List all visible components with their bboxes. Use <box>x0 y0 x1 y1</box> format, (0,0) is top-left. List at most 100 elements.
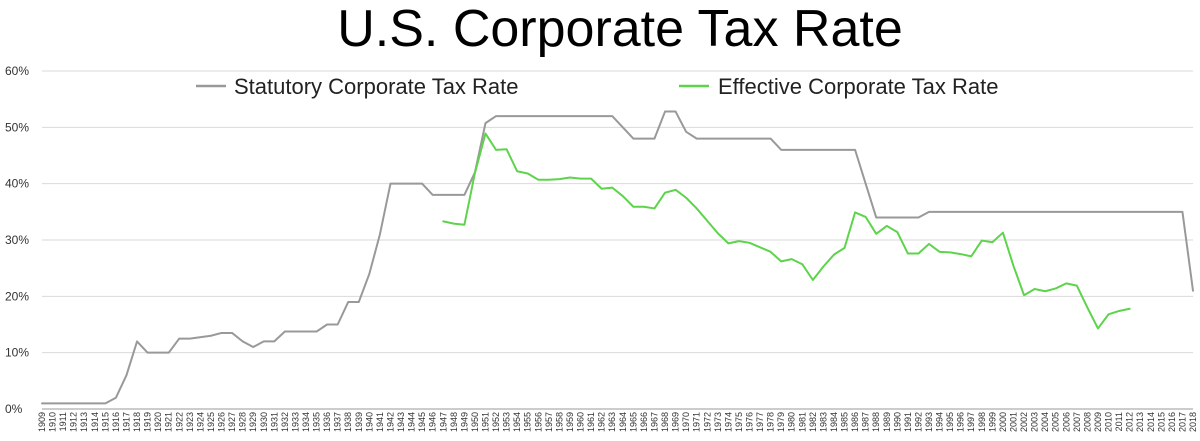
x-tick-label: 1955 <box>523 412 533 432</box>
y-tick-label: 0% <box>5 402 23 416</box>
x-tick-label: 1976 <box>744 412 754 432</box>
x-tick-label: 1936 <box>322 412 332 432</box>
x-tick-label: 1992 <box>913 412 923 432</box>
series-line-statutory <box>41 110 1194 405</box>
x-tick-label: 1985 <box>840 412 850 432</box>
x-tick-label: 1963 <box>607 412 617 432</box>
x-tick-label: 2006 <box>1061 412 1071 432</box>
x-tick-label: 1964 <box>618 412 628 432</box>
x-tick-label: 1988 <box>871 412 881 432</box>
x-tick-label: 1957 <box>544 412 554 432</box>
x-tick-label: 1911 <box>58 412 68 431</box>
chart-title: U.S. Corporate Tax Rate <box>337 0 903 58</box>
x-tick-label: 1928 <box>238 412 248 432</box>
x-tick-label: 1935 <box>312 412 322 432</box>
series-lines <box>41 110 1194 405</box>
x-tick-label: 1940 <box>364 412 374 432</box>
x-tick-label: 1970 <box>681 412 691 432</box>
x-tick-label: 2003 <box>1030 412 1040 432</box>
x-tick-label: 1931 <box>269 412 279 432</box>
x-tick-label: 1954 <box>512 412 522 432</box>
x-tick-label: 1947 <box>438 412 448 432</box>
x-tick-label: 1994 <box>935 412 945 432</box>
x-tick-label: 2010 <box>1104 412 1114 432</box>
series-line-effective <box>442 132 1131 330</box>
x-tick-label: 1980 <box>787 412 797 432</box>
x-tick-label: 1952 <box>491 412 501 432</box>
y-tick-label: 20% <box>5 289 29 303</box>
x-tick-label: 1916 <box>111 412 121 432</box>
x-tick-label: 1995 <box>945 412 955 432</box>
x-tick-label: 2009 <box>1093 412 1103 432</box>
x-tick-label: 2011 <box>1114 412 1124 431</box>
x-tick-label: 2015 <box>1156 412 1166 432</box>
x-tick-label: 2001 <box>1008 412 1018 432</box>
x-tick-label: 1965 <box>628 412 638 432</box>
x-tick-label: 2012 <box>1125 412 1135 432</box>
x-tick-label: 1933 <box>290 412 300 432</box>
legend-label-statutory: Statutory Corporate Tax Rate <box>234 74 519 99</box>
x-tick-label: 1951 <box>481 412 491 432</box>
x-tick-label: 1938 <box>343 412 353 432</box>
x-tick-label: 1923 <box>185 412 195 432</box>
x-tick-label: 1969 <box>671 412 681 432</box>
x-tick-label: 1917 <box>121 412 131 432</box>
x-tick-label: 1926 <box>217 412 227 432</box>
x-tick-label: 1998 <box>977 412 987 432</box>
x-tick-label: 1918 <box>132 412 142 432</box>
x-tick-label: 1909 <box>37 412 47 432</box>
y-tick-label: 40% <box>5 177 29 191</box>
x-tick-label: 2016 <box>1167 412 1177 432</box>
x-tick-label: 1979 <box>776 412 786 432</box>
x-tick-label: 1921 <box>164 412 174 432</box>
y-axis-ticks: 0% 10% 20% 30% 40% 50% 60% <box>5 64 29 416</box>
x-tick-label: 1937 <box>333 412 343 432</box>
x-tick-label: 1984 <box>829 412 839 432</box>
x-tick-label: 2000 <box>998 412 1008 432</box>
x-tick-label: 1943 <box>396 412 406 432</box>
x-tick-label: 1924 <box>195 412 205 432</box>
x-tick-label: 1945 <box>417 412 427 432</box>
y-tick-label: 10% <box>5 346 29 360</box>
x-tick-label: 1968 <box>660 412 670 432</box>
x-tick-label: 1983 <box>818 412 828 432</box>
x-tick-label: 1991 <box>903 412 913 432</box>
x-tick-label: 1974 <box>723 412 733 432</box>
legend: Statutory Corporate Tax Rate Effective C… <box>196 74 998 99</box>
x-tick-label: 1982 <box>808 412 818 432</box>
x-tick-label: 1910 <box>48 412 58 432</box>
x-tick-label: 2007 <box>1072 412 1082 432</box>
x-tick-label: 1999 <box>987 412 997 432</box>
x-tick-label: 2004 <box>1040 412 1050 432</box>
x-tick-label: 1913 <box>79 412 89 432</box>
x-tick-label: 1929 <box>248 412 258 432</box>
x-tick-label: 1927 <box>227 412 237 432</box>
x-tick-label: 1978 <box>766 412 776 432</box>
x-tick-label: 2008 <box>1082 412 1092 432</box>
x-tick-label: 1915 <box>100 412 110 432</box>
x-tick-label: 1956 <box>533 412 543 432</box>
x-tick-label: 1996 <box>956 412 966 432</box>
x-tick-label: 2017 <box>1177 412 1187 432</box>
x-tick-label: 1946 <box>428 412 438 432</box>
x-tick-label: 1989 <box>882 412 892 432</box>
x-tick-label: 1958 <box>554 412 564 432</box>
x-axis-ticks: 1909 1910 1911 1912 1913 1914 1915 1916 1917 1918… <box>37 412 1198 432</box>
x-tick-label: 1962 <box>597 412 607 432</box>
x-tick-label: 1912 <box>69 412 79 432</box>
x-tick-label: 1922 <box>174 412 184 432</box>
x-tick-label: 1986 <box>850 412 860 432</box>
x-tick-label: 1973 <box>713 412 723 432</box>
x-tick-label: 1971 <box>692 412 702 432</box>
x-tick-label: 1981 <box>797 412 807 432</box>
x-tick-label: 1950 <box>470 412 480 432</box>
x-tick-label: 2005 <box>1051 412 1061 432</box>
x-tick-label: 1939 <box>354 412 364 432</box>
x-tick-label: 1919 <box>143 412 153 432</box>
x-tick-label: 2014 <box>1146 412 1156 432</box>
x-tick-label: 1948 <box>449 412 459 432</box>
x-tick-label: 1990 <box>892 412 902 432</box>
x-tick-label: 1975 <box>734 412 744 432</box>
x-tick-label: 1932 <box>280 412 290 432</box>
